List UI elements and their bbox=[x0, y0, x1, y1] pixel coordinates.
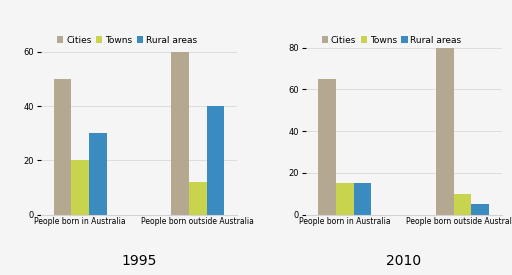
Bar bbox=[436, 48, 454, 214]
Bar bbox=[54, 79, 71, 214]
Bar bbox=[172, 52, 189, 214]
Bar bbox=[189, 182, 207, 214]
Bar bbox=[354, 183, 371, 214]
Legend: Cities, Towns, Rural areas: Cities, Towns, Rural areas bbox=[55, 34, 199, 46]
Bar bbox=[89, 133, 106, 214]
Bar bbox=[472, 204, 489, 215]
Bar bbox=[71, 160, 89, 214]
Bar bbox=[318, 79, 336, 214]
Title: 1995: 1995 bbox=[121, 254, 157, 268]
Title: 2010: 2010 bbox=[386, 254, 421, 268]
Legend: Cities, Towns, Rural areas: Cities, Towns, Rural areas bbox=[320, 34, 463, 46]
Bar bbox=[207, 106, 224, 214]
Bar bbox=[454, 194, 472, 214]
Bar bbox=[336, 183, 354, 214]
